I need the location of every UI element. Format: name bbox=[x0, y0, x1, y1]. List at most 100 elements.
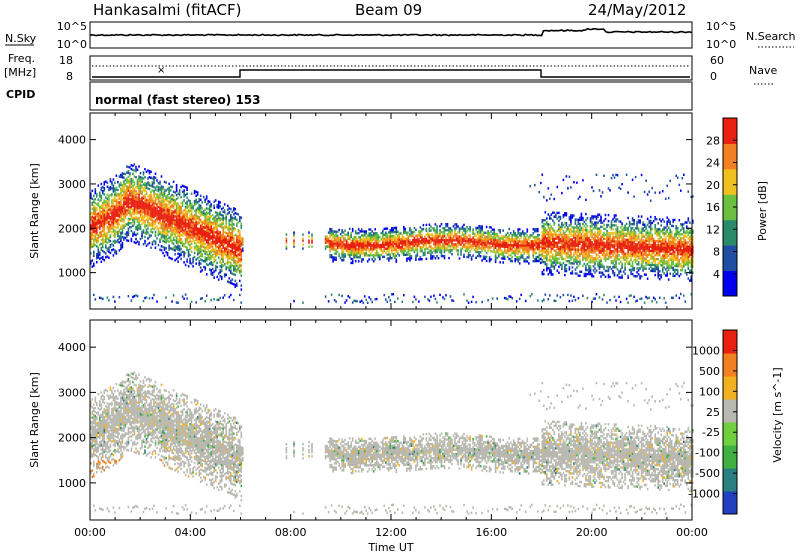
power-cell bbox=[105, 196, 107, 198]
power-cell bbox=[393, 293, 395, 295]
power-cell bbox=[167, 204, 169, 206]
power-cell bbox=[423, 252, 425, 254]
power-cell bbox=[335, 231, 337, 233]
power-cell bbox=[397, 231, 399, 233]
power-cell bbox=[125, 237, 127, 239]
power-cell bbox=[293, 239, 295, 241]
power-cell bbox=[501, 241, 503, 243]
power-cell bbox=[462, 238, 464, 240]
power-cell bbox=[450, 295, 452, 297]
power-cell bbox=[239, 258, 241, 260]
power-cell bbox=[376, 232, 378, 234]
power-cell bbox=[451, 253, 453, 255]
power-cell bbox=[114, 300, 116, 302]
power-cell bbox=[140, 176, 142, 178]
nsearch-tick-top: 10^5 bbox=[706, 20, 736, 33]
power-cell bbox=[499, 237, 501, 239]
power-cell bbox=[555, 300, 557, 302]
power-cell bbox=[543, 261, 545, 263]
nave-tick-top: 60 bbox=[710, 54, 724, 67]
power-cell bbox=[185, 246, 187, 248]
power-cell bbox=[233, 217, 235, 219]
power-cell bbox=[198, 198, 200, 200]
power-cell bbox=[350, 232, 352, 234]
freq-tick-bottom: 8 bbox=[66, 70, 73, 83]
power-cell bbox=[101, 205, 103, 207]
power-cell bbox=[159, 249, 161, 251]
power-cell bbox=[496, 249, 498, 251]
power-cell bbox=[232, 272, 234, 274]
power-cell bbox=[573, 258, 575, 260]
power-cell bbox=[540, 258, 542, 260]
power-cell bbox=[403, 226, 405, 228]
power-cell bbox=[588, 237, 590, 239]
power-cell bbox=[490, 258, 492, 260]
power-cell bbox=[241, 217, 243, 219]
power-cell bbox=[155, 207, 157, 209]
power-cell bbox=[388, 257, 390, 259]
power-cell bbox=[570, 294, 572, 296]
power-cell bbox=[131, 238, 133, 240]
power-cell bbox=[110, 178, 112, 180]
power-cell bbox=[551, 231, 553, 233]
power-cell bbox=[180, 252, 182, 254]
power-cell bbox=[191, 241, 193, 243]
power-cell bbox=[408, 231, 410, 233]
power-cell bbox=[182, 211, 184, 213]
power-cell bbox=[159, 187, 161, 189]
power-cell bbox=[566, 234, 568, 236]
power-cell bbox=[180, 238, 182, 240]
power-cell bbox=[230, 232, 232, 234]
nave-trace bbox=[92, 70, 690, 77]
power-cell bbox=[101, 261, 103, 263]
power-cell bbox=[129, 178, 131, 180]
power-cell bbox=[379, 254, 381, 256]
power-cell bbox=[218, 231, 220, 233]
power-cell bbox=[557, 270, 559, 272]
power-cell bbox=[341, 229, 343, 231]
power-cell bbox=[569, 300, 571, 302]
power-cell bbox=[131, 190, 133, 192]
power-cell bbox=[206, 207, 208, 209]
power-cell bbox=[134, 181, 136, 183]
power-cell bbox=[218, 213, 220, 215]
power-cell bbox=[230, 262, 232, 264]
power-cell bbox=[182, 185, 184, 187]
power-cell bbox=[116, 175, 118, 177]
power-cell bbox=[352, 258, 354, 260]
power-cell bbox=[499, 261, 501, 263]
power-cell bbox=[150, 235, 152, 237]
power-cell bbox=[371, 230, 373, 232]
power-cell bbox=[480, 251, 482, 253]
power-cell bbox=[101, 187, 103, 189]
power-cell bbox=[487, 299, 489, 301]
power-cell bbox=[409, 253, 411, 255]
power-cell bbox=[536, 252, 538, 254]
power-cell bbox=[233, 223, 235, 225]
power-cell bbox=[463, 244, 465, 246]
power-cell bbox=[93, 294, 95, 296]
power-cell bbox=[230, 250, 232, 252]
power-cell bbox=[525, 300, 527, 302]
power-cell bbox=[394, 235, 396, 237]
power-cell bbox=[191, 247, 193, 249]
power-cell bbox=[373, 260, 375, 262]
power-cell bbox=[430, 296, 432, 298]
power-cell bbox=[105, 180, 107, 182]
power-cell bbox=[155, 197, 157, 199]
power-cell bbox=[496, 257, 498, 259]
power-cell bbox=[548, 273, 550, 275]
power-cell bbox=[242, 247, 244, 249]
power-cell bbox=[573, 226, 575, 228]
power-cell bbox=[183, 209, 185, 211]
power-cell bbox=[536, 228, 538, 230]
power-cell bbox=[96, 245, 98, 247]
power-cell bbox=[582, 223, 584, 225]
power-cell bbox=[555, 250, 557, 252]
power-cell bbox=[481, 259, 483, 261]
power-cell bbox=[427, 298, 429, 300]
power-cell bbox=[349, 244, 351, 246]
power-cell bbox=[224, 247, 226, 249]
power-cell bbox=[167, 194, 169, 196]
power-cell bbox=[206, 263, 208, 265]
